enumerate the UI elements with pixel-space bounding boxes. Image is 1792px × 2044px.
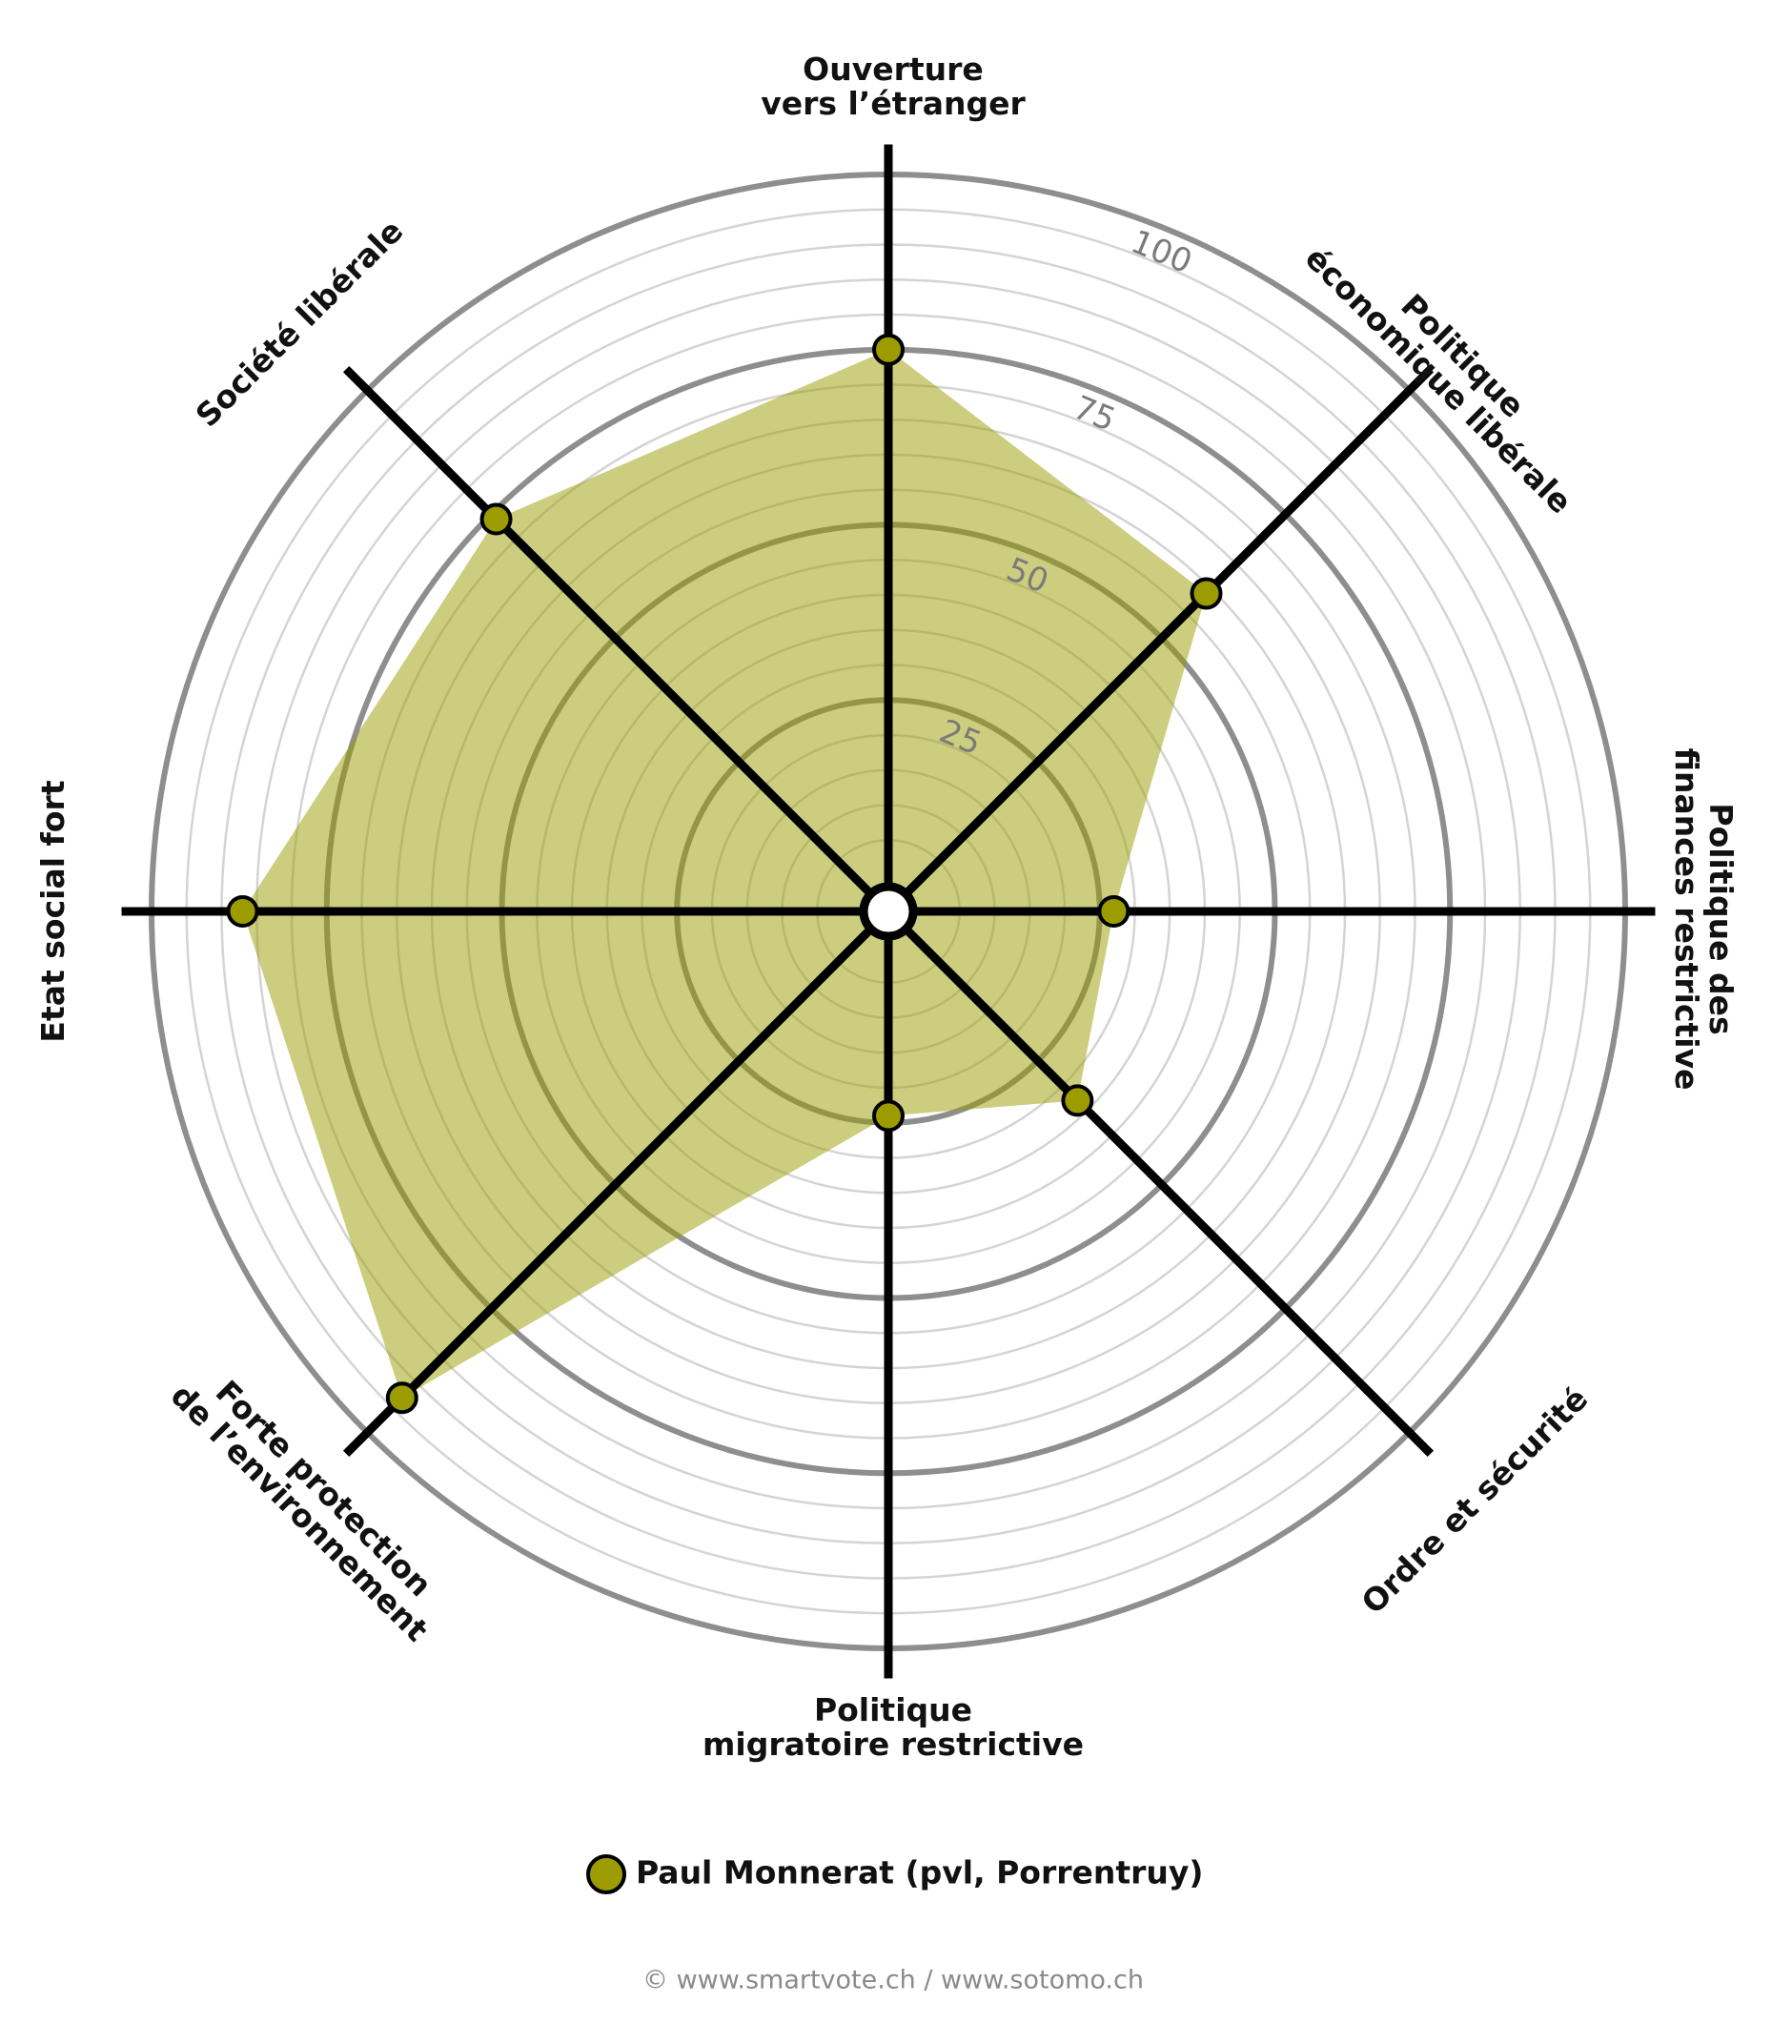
axis-line bbox=[342, 905, 895, 1458]
legend-marker bbox=[586, 1854, 626, 1894]
data-point bbox=[479, 502, 513, 536]
data-point bbox=[872, 333, 905, 366]
category-label-line: vers l’étranger bbox=[761, 85, 1026, 122]
footer: © www.smartvote.ch / www.sotomo.ch bbox=[642, 1966, 1144, 1995]
category-label-line: migratoire restrictive bbox=[703, 1726, 1084, 1763]
category-label-line: de l’environnement bbox=[164, 1377, 436, 1648]
data-point bbox=[385, 1381, 418, 1415]
data-point bbox=[1061, 1084, 1094, 1117]
category-label-line: Politique bbox=[814, 1691, 972, 1728]
axis-line bbox=[882, 365, 1435, 918]
axis-line bbox=[342, 365, 895, 918]
category-label: Ouverture vers l’étranger bbox=[761, 51, 1026, 122]
data-point bbox=[1097, 895, 1130, 928]
legend-label: Paul Monnerat (pvl, Porrentruy) bbox=[636, 1854, 1204, 1891]
category-label: Politique desfinances restrictive bbox=[1669, 748, 1741, 1091]
series-area bbox=[242, 349, 1207, 1399]
category-label-line: finances restrictive bbox=[1669, 748, 1706, 1091]
data-point bbox=[226, 895, 259, 928]
r-tick-label: 100 bbox=[1126, 223, 1197, 282]
data-point bbox=[872, 1099, 905, 1133]
category-label-line: Etat social fort bbox=[34, 780, 71, 1042]
category-label: Politique migratoire restrictive bbox=[703, 1691, 1084, 1763]
category-label: Etat social fort bbox=[34, 780, 71, 1042]
category-label-line: Politique des bbox=[1703, 803, 1741, 1034]
category-label-line: économique libérale bbox=[1298, 239, 1579, 521]
data-point bbox=[1190, 577, 1223, 610]
category-label-line: Ouverture bbox=[803, 51, 984, 88]
axis-line bbox=[882, 905, 1435, 1458]
center-hole bbox=[859, 882, 918, 941]
